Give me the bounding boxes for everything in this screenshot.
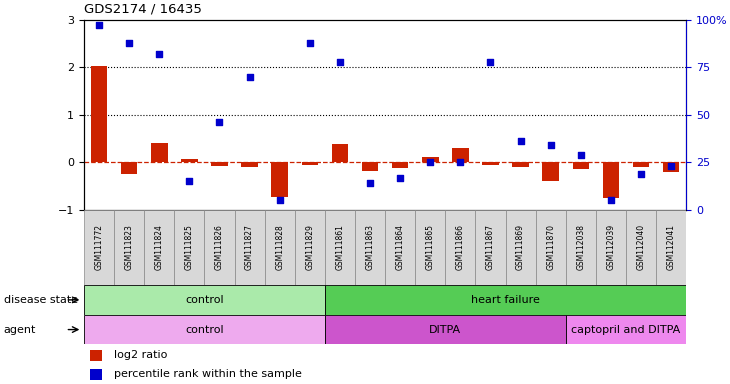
Bar (204, 210, 234, 285)
Text: GSM111870: GSM111870 (546, 224, 556, 270)
Text: GSM111829: GSM111829 (305, 225, 315, 270)
Text: GSM112040: GSM112040 (637, 224, 645, 270)
Bar (181, 159, 198, 162)
Bar (325, 315, 566, 344)
Point (485, 58, 496, 65)
Text: GSM111869: GSM111869 (516, 224, 525, 270)
Bar (84, 210, 114, 285)
Text: GSM111866: GSM111866 (456, 224, 465, 270)
Bar (84, 285, 325, 315)
Bar (144, 210, 174, 285)
Text: percentile rank within the sample: percentile rank within the sample (114, 369, 302, 379)
Text: control: control (185, 295, 223, 305)
Point (123, 40, 135, 46)
Text: control: control (185, 324, 223, 334)
Bar (272, 162, 288, 197)
Point (153, 51, 165, 57)
Point (364, 180, 376, 186)
Bar (445, 210, 475, 285)
Point (93, 22, 105, 28)
Text: GSM111828: GSM111828 (275, 225, 284, 270)
Point (244, 74, 256, 80)
Bar (90, 369, 102, 380)
Text: captopril and DITPA: captopril and DITPA (572, 324, 680, 334)
Text: GSM111864: GSM111864 (396, 224, 404, 270)
Point (545, 142, 556, 148)
Bar (475, 210, 505, 285)
Bar (84, 315, 325, 344)
Point (605, 197, 617, 204)
Text: GSM111826: GSM111826 (215, 225, 224, 270)
Text: GSM111772: GSM111772 (94, 224, 104, 270)
Bar (483, 162, 499, 165)
Bar (174, 210, 204, 285)
Text: disease state: disease state (4, 295, 78, 305)
Point (635, 170, 647, 177)
Text: GSM111865: GSM111865 (426, 224, 435, 270)
Point (274, 197, 285, 204)
Point (455, 159, 466, 166)
Bar (114, 210, 145, 285)
Bar (415, 210, 445, 285)
Bar (536, 210, 566, 285)
Point (183, 178, 195, 184)
Bar (211, 162, 228, 166)
Text: GSM111863: GSM111863 (366, 224, 374, 270)
Bar (566, 210, 596, 285)
Text: GSM111825: GSM111825 (185, 225, 194, 270)
Text: GSM112041: GSM112041 (666, 224, 676, 270)
Bar (663, 162, 680, 172)
Bar (331, 144, 348, 162)
Bar (542, 162, 559, 181)
Text: GDS2174 / 16435: GDS2174 / 16435 (84, 3, 201, 16)
Point (394, 174, 406, 180)
Bar (325, 210, 355, 285)
Text: GSM112039: GSM112039 (607, 224, 615, 270)
Point (515, 138, 526, 144)
Bar (596, 210, 626, 285)
Bar (151, 143, 167, 162)
Text: GSM111867: GSM111867 (486, 224, 495, 270)
Text: GSM111824: GSM111824 (155, 225, 164, 270)
Bar (325, 285, 686, 315)
Bar (505, 210, 536, 285)
Text: GSM111861: GSM111861 (335, 225, 345, 270)
Text: GSM112038: GSM112038 (576, 224, 585, 270)
Point (214, 119, 226, 126)
Bar (121, 162, 137, 174)
Bar (242, 162, 258, 167)
Bar (422, 157, 439, 162)
Bar (656, 210, 686, 285)
Bar (452, 148, 469, 162)
Bar (295, 210, 325, 285)
Bar (234, 210, 264, 285)
Point (665, 163, 677, 169)
Text: agent: agent (4, 324, 36, 334)
Bar (91, 66, 107, 162)
Bar (355, 210, 385, 285)
Bar (512, 162, 529, 167)
Point (334, 58, 346, 65)
Text: heart failure: heart failure (471, 295, 540, 305)
Bar (301, 162, 318, 165)
Bar (603, 162, 619, 198)
Bar (264, 210, 295, 285)
Bar (392, 162, 408, 168)
Bar (566, 315, 686, 344)
Text: GSM111823: GSM111823 (125, 225, 134, 270)
Text: log2 ratio: log2 ratio (114, 351, 167, 361)
Bar (385, 210, 415, 285)
Bar (633, 162, 649, 167)
Point (424, 159, 436, 166)
Text: GSM111827: GSM111827 (245, 225, 254, 270)
Bar (626, 210, 656, 285)
Text: DITPA: DITPA (429, 324, 461, 334)
Bar (572, 162, 589, 169)
Point (575, 152, 587, 158)
Bar (362, 162, 378, 171)
Bar (90, 350, 102, 361)
Point (304, 40, 315, 46)
